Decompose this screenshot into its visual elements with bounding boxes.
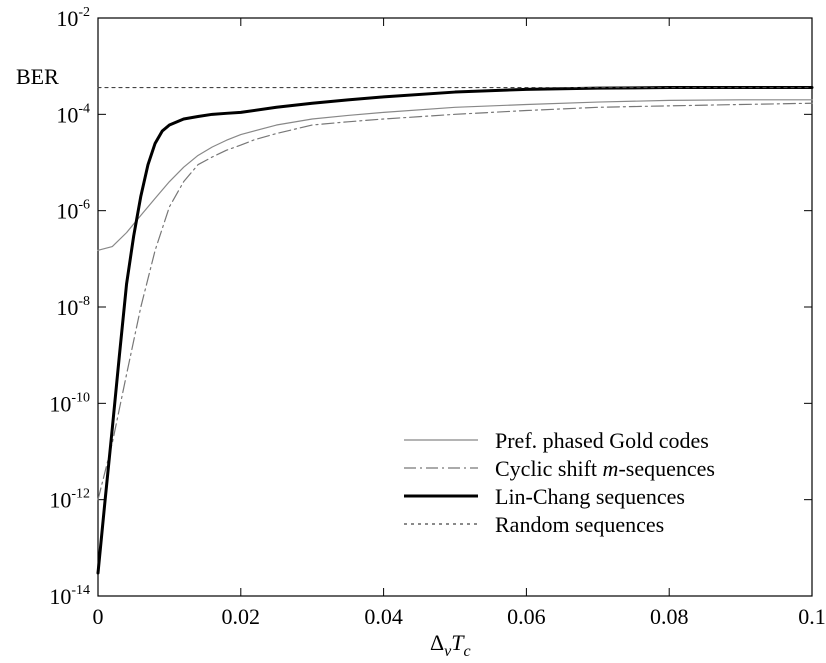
axis-ticks xyxy=(97,17,813,597)
x-tick-label: 0.06 xyxy=(507,604,546,629)
y-tick-label: 10-10 xyxy=(49,390,90,416)
y-tick-label: 10-4 xyxy=(56,101,90,127)
x-tick-label: 0.1 xyxy=(798,604,826,629)
legend-label-cyclic: Cyclic shift m-sequences xyxy=(495,456,715,481)
legend: Pref. phased Gold codes Cyclic shift m-s… xyxy=(404,428,715,537)
legend-label-random: Random sequences xyxy=(495,512,664,537)
y-tick-label: 10-8 xyxy=(56,294,90,320)
y-tick-label: 10-2 xyxy=(56,5,90,31)
series-line-0 xyxy=(97,99,813,251)
x-tick-label: 0 xyxy=(93,604,104,629)
series-lines xyxy=(96,86,814,575)
y-tick-label: 10-6 xyxy=(56,198,90,224)
legend-label-gold: Pref. phased Gold codes xyxy=(495,428,709,453)
series-line-1 xyxy=(97,102,813,501)
legend-label-linchang: Lin-Chang sequences xyxy=(495,484,685,509)
y-axis-label: BER xyxy=(16,64,59,89)
y-tick-labels: 10-14 10-12 10-10 10-8 10-6 10-4 10-2 xyxy=(49,5,90,609)
y-tick-label: 10-12 xyxy=(49,487,90,513)
y-tick-label: 10-14 xyxy=(49,583,90,609)
x-tick-label: 0.02 xyxy=(222,604,261,629)
x-tick-label: 0.04 xyxy=(364,604,403,629)
x-tick-label: 0.08 xyxy=(650,604,689,629)
x-axis-label: ΔνTc xyxy=(430,630,471,660)
x-tick-labels: 0 0.02 0.04 0.06 0.08 0.1 xyxy=(93,604,826,629)
series-line-2 xyxy=(96,86,814,575)
